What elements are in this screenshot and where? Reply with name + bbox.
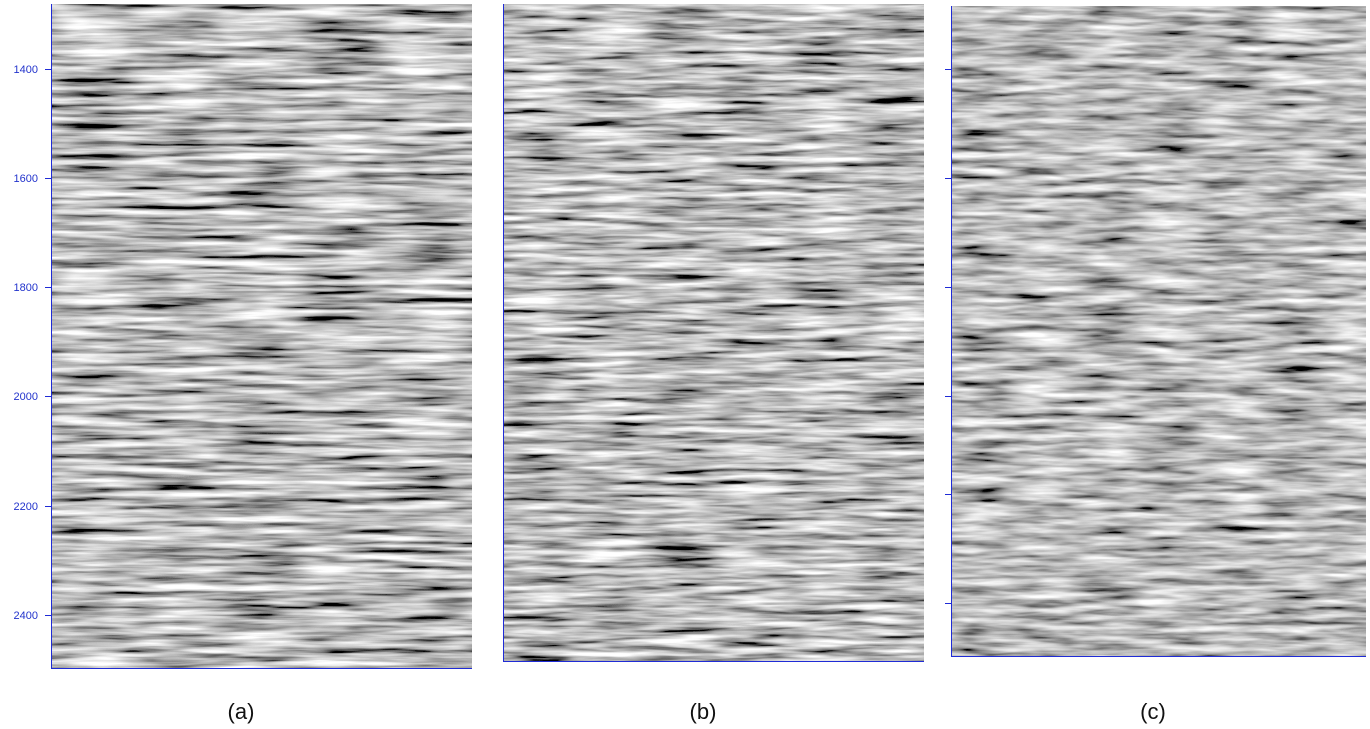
bottom-axis-line-a	[51, 668, 472, 669]
tick-c-6	[945, 603, 951, 604]
seismic-panel-a	[51, 4, 472, 669]
seismic-image-c	[951, 6, 1366, 657]
tick-label-1600: 1600	[13, 173, 38, 185]
seismic-panel-c	[951, 6, 1366, 657]
seismic-image-b	[503, 4, 924, 662]
tick-c-3	[945, 287, 951, 288]
seismic-panel-b	[503, 4, 924, 662]
tick-a-2200	[45, 506, 51, 507]
caption-b: (b)	[689, 699, 717, 724]
caption-c: (c)	[1140, 699, 1166, 724]
tick-a-1800	[45, 287, 51, 288]
tick-c-5	[945, 494, 951, 495]
caption-a: (a)	[227, 699, 255, 724]
tick-label-1400: 1400	[13, 64, 38, 76]
tick-a-2000	[45, 396, 51, 397]
left-axis-line-c	[951, 6, 952, 657]
tick-a-2400	[45, 615, 51, 616]
tick-c-4	[945, 396, 951, 397]
tick-a-1400	[45, 69, 51, 70]
left-axis-line-b	[503, 4, 504, 662]
bottom-axis-line-b	[503, 661, 924, 662]
tick-c-2	[945, 178, 951, 179]
tick-label-2000: 2000	[13, 391, 38, 403]
seismic-image-a	[51, 4, 472, 669]
tick-label-2400: 2400	[13, 610, 38, 622]
bottom-axis-line-c	[951, 656, 1366, 657]
left-axis-line-a	[51, 4, 52, 669]
tick-label-2200: 2200	[13, 501, 38, 513]
tick-a-1600	[45, 178, 51, 179]
tick-c-1	[945, 69, 951, 70]
tick-label-1800: 1800	[13, 282, 38, 294]
